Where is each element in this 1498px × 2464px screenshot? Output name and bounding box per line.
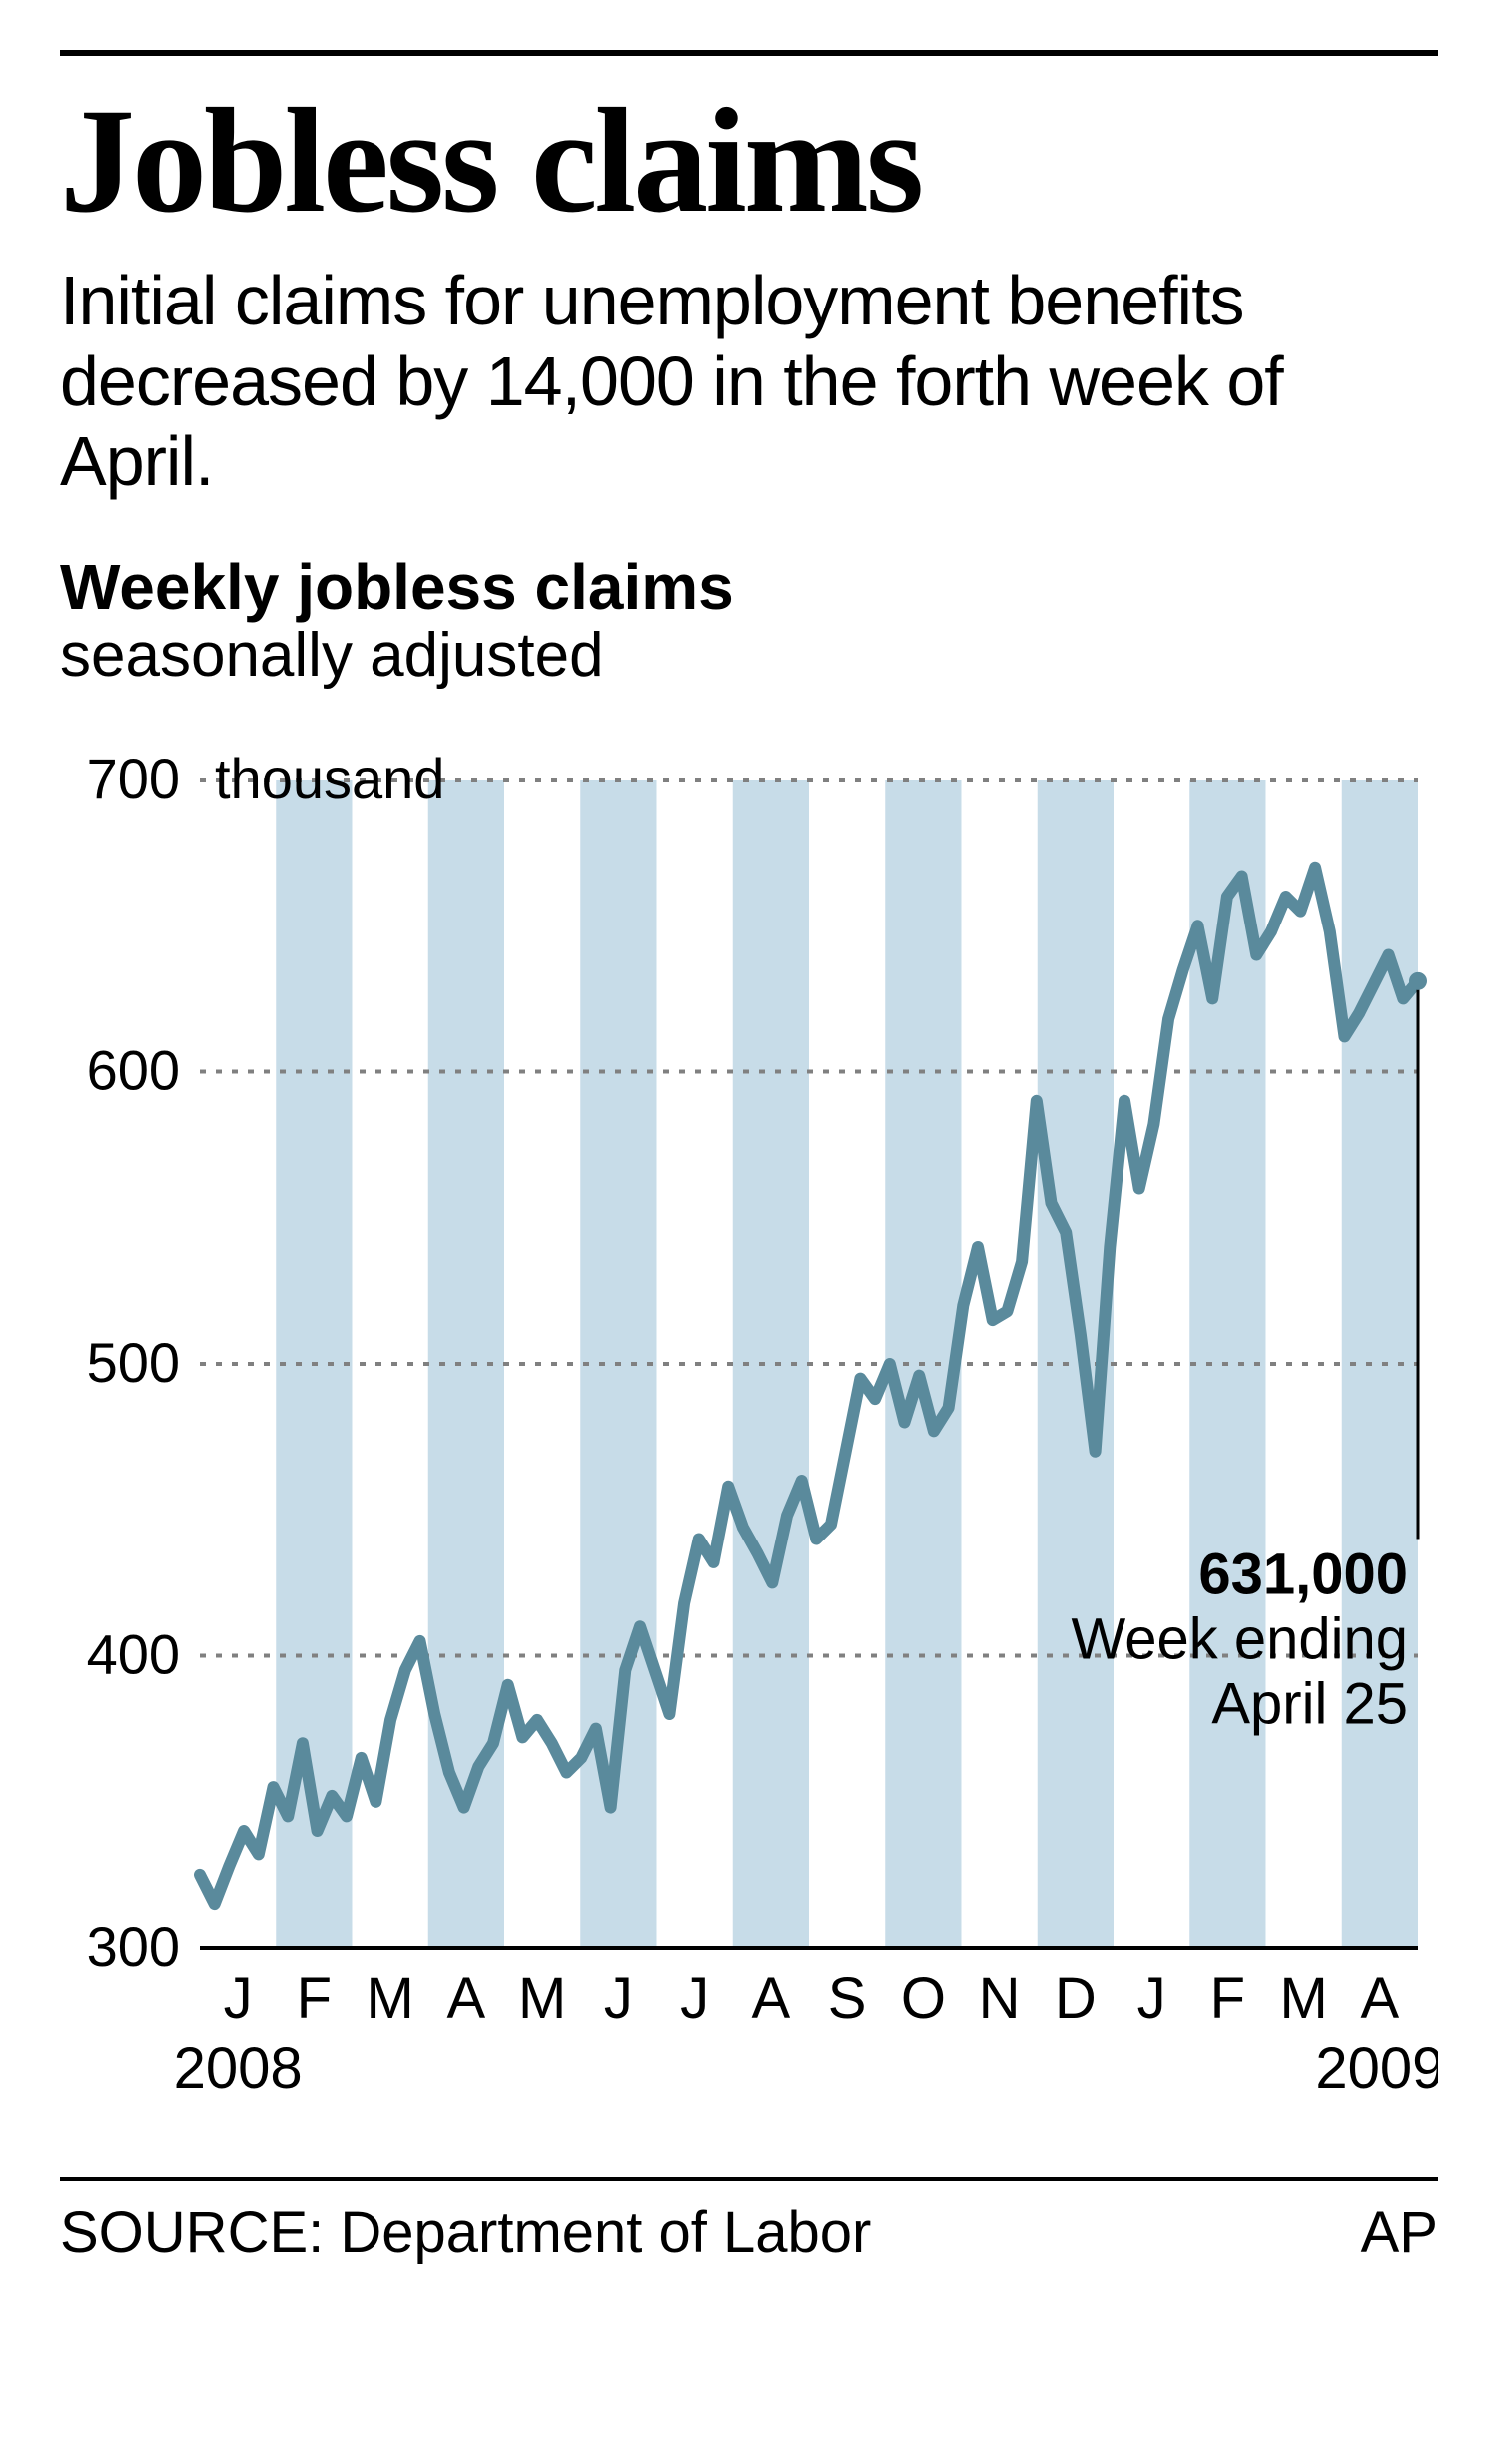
svg-text:700: 700	[87, 747, 180, 810]
svg-text:2008: 2008	[174, 2036, 303, 2101]
svg-text:J: J	[1137, 1966, 1166, 2031]
svg-text:2009: 2009	[1315, 2036, 1438, 2101]
svg-text:Week ending: Week ending	[1072, 1607, 1409, 1672]
svg-text:631,000: 631,000	[1198, 1542, 1408, 1607]
svg-text:M: M	[1279, 1966, 1327, 2031]
top-rule	[60, 50, 1438, 56]
chart-heading: Weekly jobless claims	[60, 552, 1438, 622]
credit-label: AP	[1361, 2199, 1438, 2266]
svg-text:J: J	[680, 1966, 709, 2031]
svg-text:O: O	[901, 1966, 946, 2031]
svg-text:300: 300	[87, 1915, 180, 1978]
svg-text:S: S	[828, 1966, 867, 2031]
svg-text:April 25: April 25	[1211, 1672, 1408, 1737]
footer-rule: SOURCE: Department of Labor AP	[60, 2177, 1438, 2266]
svg-text:F: F	[297, 1966, 332, 2031]
source-label: SOURCE: Department of Labor	[60, 2199, 871, 2266]
svg-text:thousand: thousand	[215, 747, 444, 810]
svg-text:400: 400	[87, 1623, 180, 1686]
svg-text:M: M	[366, 1966, 413, 2031]
page-title: Jobless claims	[60, 86, 1438, 236]
svg-text:D: D	[1055, 1966, 1097, 2031]
svg-text:500: 500	[87, 1331, 180, 1394]
svg-text:F: F	[1210, 1966, 1245, 2031]
svg-text:M: M	[518, 1966, 566, 2031]
svg-text:J: J	[604, 1966, 633, 2031]
svg-text:N: N	[979, 1966, 1021, 2031]
chart-container: 300 400 500 600 700 thousand 631,000Week endin…	[60, 720, 1438, 2157]
chart-subheading: seasonally adjusted	[60, 622, 1438, 690]
svg-text:A: A	[1361, 1966, 1400, 2031]
svg-text:J: J	[224, 1966, 253, 2031]
svg-text:A: A	[447, 1966, 486, 2031]
svg-text:600: 600	[87, 1039, 180, 1102]
svg-text:A: A	[752, 1966, 791, 2031]
subtitle-text: Initial claims for unemployment benefits…	[60, 261, 1438, 502]
line-chart: 300 400 500 600 700 thousand 631,000Week endin…	[60, 720, 1438, 2157]
